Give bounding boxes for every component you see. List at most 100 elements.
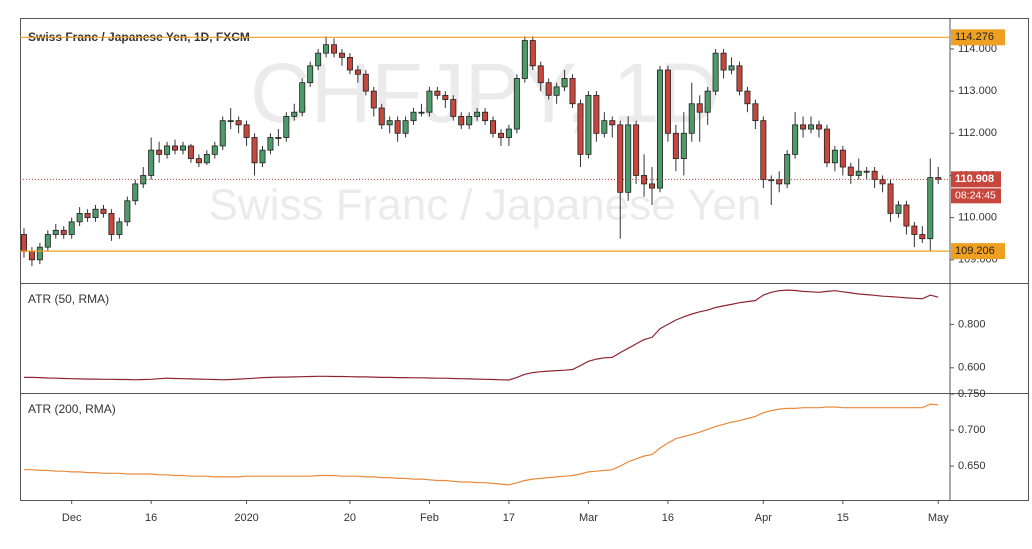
- candle-body: [490, 120, 497, 134]
- candle-body: [855, 170, 862, 176]
- candle-body: [529, 40, 536, 67]
- candle-body: [386, 120, 393, 126]
- y-tick-label: 0.800: [958, 318, 986, 330]
- candle-body: [633, 124, 640, 176]
- candle-body: [505, 128, 512, 138]
- candle-body: [672, 132, 679, 159]
- y-tick-label: 114.000: [958, 43, 997, 55]
- candle-body: [418, 111, 425, 114]
- candle-body: [649, 183, 656, 189]
- x-tick-label: Apr: [755, 512, 772, 524]
- candle-body: [156, 149, 163, 155]
- candle-body: [466, 116, 473, 126]
- candle-body: [760, 120, 767, 181]
- candle-body: [585, 94, 592, 155]
- indicator-line: [24, 403, 939, 486]
- candle-body: [259, 149, 266, 164]
- candle-body: [124, 200, 131, 223]
- last-price-label: 110.908: [955, 173, 994, 185]
- candle-body: [497, 132, 504, 138]
- candle-body: [776, 179, 783, 185]
- candle-body: [243, 124, 250, 138]
- candle-body: [100, 208, 107, 214]
- candle-body: [299, 82, 306, 113]
- candle-body: [752, 103, 759, 122]
- countdown-label: 08:24:45: [955, 190, 996, 202]
- price-level-box: [951, 243, 1005, 260]
- candle-body: [545, 82, 552, 96]
- candle-body: [601, 120, 608, 134]
- candle-body: [887, 183, 894, 214]
- candle-body: [927, 177, 934, 240]
- price-level-box: [951, 29, 1005, 46]
- candle-body: [362, 73, 369, 92]
- y-tick-label: 112.000: [958, 127, 997, 139]
- plot-layer: [20, 36, 942, 486]
- candle-body: [728, 65, 735, 71]
- candle-body: [808, 124, 815, 130]
- candle-body: [52, 229, 59, 235]
- candle-body: [275, 137, 282, 139]
- candle-body: [863, 170, 870, 173]
- candle-body: [402, 120, 409, 134]
- y-tick-label: 0.650: [958, 460, 986, 472]
- candle-body: [831, 149, 838, 164]
- candle-body: [370, 90, 377, 109]
- candle-body: [20, 234, 27, 252]
- candle-body: [482, 111, 489, 122]
- candle-body: [656, 69, 663, 189]
- candle-body: [903, 204, 910, 227]
- candle-body: [839, 149, 846, 168]
- candle-body: [569, 78, 576, 105]
- candle-body: [450, 99, 457, 117]
- candle-body: [76, 213, 83, 223]
- candle-body: [108, 213, 115, 235]
- candle-body: [513, 78, 520, 130]
- candle-body: [283, 116, 290, 138]
- candle-body: [474, 111, 481, 117]
- x-tick-label: Mar: [579, 512, 598, 524]
- candle-body: [378, 107, 385, 126]
- candle-body: [696, 103, 703, 113]
- candle-body: [736, 65, 743, 92]
- candle-body: [553, 86, 560, 96]
- y-tick-label: 0.700: [958, 424, 986, 436]
- indicator-line: [24, 289, 939, 381]
- candle-body: [267, 137, 274, 151]
- candle-body: [172, 145, 179, 151]
- candle-body: [116, 221, 123, 235]
- y-tick-label: 110.000: [958, 212, 997, 224]
- candle-body: [458, 116, 465, 126]
- candle-body: [911, 225, 918, 235]
- frame: [20, 18, 1029, 501]
- candle-body: [132, 183, 139, 202]
- candle-body: [354, 69, 361, 75]
- price-level-label: 109.206: [955, 245, 995, 257]
- candle-body: [823, 128, 830, 164]
- candle-body: [609, 120, 616, 126]
- y-tick-label: 113.000: [958, 85, 997, 97]
- pane-title: ATR (50, RMA): [28, 292, 109, 306]
- candle-body: [148, 149, 155, 176]
- candle-body: [315, 52, 322, 67]
- candle-body: [195, 158, 202, 164]
- candle-body: [434, 90, 441, 96]
- candle-body: [617, 124, 624, 193]
- x-tick-label: 16: [662, 512, 674, 524]
- candle-body: [68, 221, 75, 235]
- candle-body: [521, 40, 528, 79]
- candle-body: [323, 44, 330, 54]
- candle-body: [331, 44, 338, 54]
- candle-body: [768, 179, 775, 182]
- candle-body: [712, 52, 719, 92]
- countdown-box: [951, 188, 1001, 204]
- candle-body: [164, 145, 171, 155]
- candle-body: [179, 145, 186, 151]
- candle-body: [36, 246, 43, 261]
- y-tick-label: 0.600: [958, 362, 986, 374]
- candle-body: [871, 170, 878, 181]
- candle-body: [291, 111, 298, 117]
- candle-body: [235, 120, 242, 126]
- candle-body: [895, 204, 902, 214]
